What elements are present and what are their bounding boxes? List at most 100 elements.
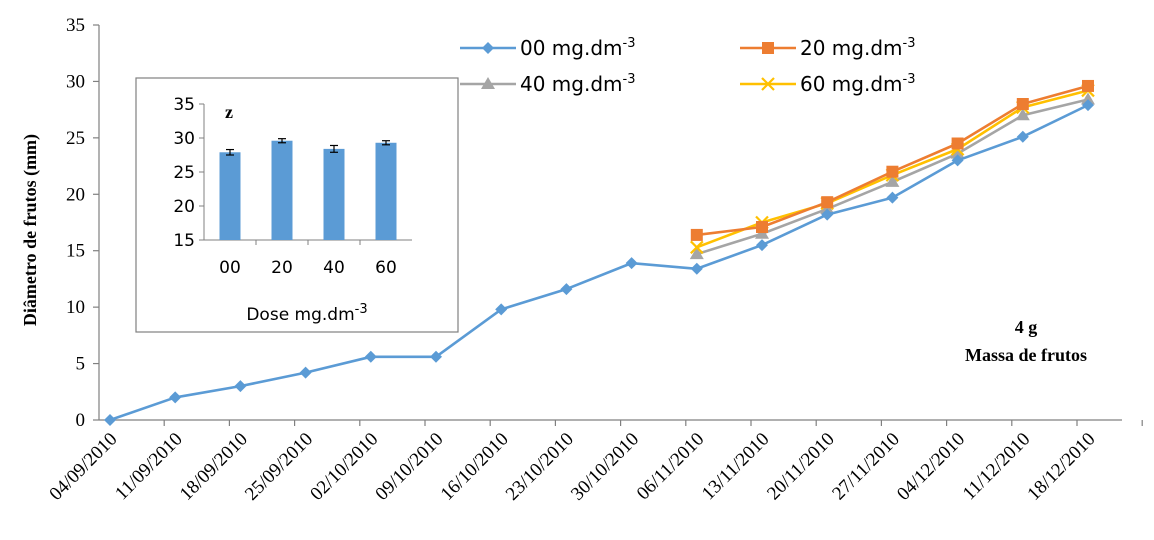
- inset-bar: [271, 140, 293, 240]
- inset-x-tick-label: 60: [375, 258, 397, 278]
- data-point: [689, 247, 704, 260]
- series-0: [104, 99, 1094, 426]
- inset-error-bar: [330, 144, 338, 153]
- x-tick-label: 23/10/2010: [502, 429, 578, 505]
- y-tick-label: 35: [66, 15, 85, 36]
- data-point: [756, 239, 768, 252]
- inset-x-axis-title-sup: -3: [355, 302, 368, 317]
- data-point: [1082, 79, 1094, 92]
- y-tick-label: 15: [66, 241, 85, 262]
- inset-y-tick-label: 20: [173, 197, 195, 217]
- data-point: [761, 77, 775, 91]
- legend-label-main: 60 mg.dm: [800, 72, 903, 96]
- data-point: [885, 174, 900, 187]
- y-tick-label: 30: [66, 71, 85, 92]
- inset-error-bar: [226, 148, 234, 156]
- inset-plot: 15 20 25 30 35 00 20 40 60: [173, 95, 412, 278]
- x-tick-label: 25/09/2010: [241, 429, 317, 505]
- data-point: [886, 191, 899, 204]
- y-tick-label: 20: [66, 184, 85, 205]
- data-point: [169, 391, 182, 404]
- inset-bar: [219, 152, 241, 240]
- data-point: [430, 350, 442, 363]
- y-tick-label: 0: [76, 410, 86, 431]
- x-tick-label: 30/10/2010: [567, 429, 643, 505]
- inset-x-tick-label: 00: [219, 258, 241, 278]
- inset-error-bar: [278, 138, 286, 144]
- x-tick-label: 11/12/2010: [959, 429, 1035, 505]
- legend-label-sup: -3: [623, 72, 636, 87]
- legend-item-2: 40 mg.dm-3: [460, 72, 636, 96]
- legend-label-sup: -3: [903, 36, 916, 51]
- data-point: [481, 77, 495, 89]
- data-point: [1082, 99, 1094, 112]
- data-point: [756, 221, 768, 234]
- x-tick-label: 13/11/2010: [698, 429, 774, 505]
- data-point: [821, 208, 834, 221]
- inset-y-tick-label: 35: [173, 95, 195, 115]
- series-2: [689, 92, 1095, 260]
- y-axis-label: Diâmetro de frutos (mm): [20, 134, 41, 326]
- data-point: [560, 283, 573, 296]
- data-point: [690, 240, 704, 255]
- legend-label-sup: -3: [623, 36, 636, 51]
- inset-x-axis-title-main: Dose mg.dm: [246, 305, 354, 325]
- x-tick-label: 09/10/2010: [371, 429, 447, 505]
- inset-x-tick-label: 20: [271, 258, 293, 278]
- legend-item-3: 60 mg.dm-3: [740, 72, 916, 96]
- data-point: [1016, 98, 1029, 110]
- inset-error-bar: [382, 140, 390, 146]
- data-point: [950, 146, 965, 159]
- x-tick-label: 04/12/2010: [893, 429, 969, 505]
- annotation-line1: 4 g: [1015, 317, 1038, 337]
- annotation: 4 g Massa de frutos: [965, 317, 1087, 365]
- inset-y-tick-label: 25: [173, 163, 195, 183]
- data-point: [1081, 92, 1095, 105]
- legend-label-main: 00 mg.dm: [520, 36, 623, 60]
- y-tick-label: 10: [66, 297, 85, 318]
- legend: 00 mg.dm-3 20 mg.dm-340 mg.dm-3 60 mg.dm-3: [460, 36, 916, 96]
- data-point: [495, 303, 508, 316]
- inset-y-tick-label: 30: [173, 129, 195, 149]
- legend-label-main: 20 mg.dm: [800, 36, 903, 60]
- inset-y-tick-label: 15: [173, 231, 195, 251]
- data-point-stroke: [761, 77, 775, 91]
- series-1: [690, 79, 1094, 241]
- x-tick-label: 11/09/2010: [111, 429, 187, 505]
- legend-label: 20 mg.dm-3: [800, 36, 916, 60]
- data-point: [234, 380, 247, 393]
- y-axis-title: Diâmetro de frutos (mm): [20, 134, 41, 326]
- data-point: [1015, 108, 1030, 121]
- data-point-stroke: [690, 240, 704, 255]
- legend-label: 40 mg.dm-3: [520, 72, 636, 96]
- x-tick-label: 16/10/2010: [437, 429, 513, 505]
- data-point: [625, 257, 638, 270]
- data-point: [690, 228, 703, 241]
- x-tick-label: 02/10/2010: [306, 429, 382, 505]
- inset-chart: z 15 20 25 30 35 00 20 40 60 Dose mg.dm-3: [135, 77, 459, 333]
- legend-label-sup: -3: [903, 72, 916, 87]
- inset-x-tick-label: 40: [323, 258, 345, 278]
- data-point: [364, 350, 377, 363]
- x-tick-label: 04/09/2010: [45, 429, 121, 505]
- legend-item-0: 00 mg.dm-3: [460, 36, 636, 60]
- data-point: [951, 137, 964, 150]
- data-point: [821, 196, 834, 209]
- x-tick-label: 18/12/2010: [1023, 429, 1099, 505]
- inset-panel-label: z: [225, 102, 233, 122]
- data-point: [104, 414, 116, 426]
- annotation-line2: Massa de frutos: [965, 345, 1087, 365]
- inset-x-axis-title: Dose mg.dm-3: [246, 302, 367, 325]
- series-line: [109, 103, 1089, 422]
- y-tick-label: 25: [66, 128, 85, 149]
- x-tick-label: 20/11/2010: [763, 429, 839, 505]
- data-point: [690, 262, 703, 275]
- data-point: [886, 165, 899, 178]
- data-point: [951, 154, 964, 167]
- legend-item-1: 20 mg.dm-3: [740, 36, 916, 60]
- data-point: [762, 42, 774, 54]
- x-tick-label: 06/11/2010: [633, 429, 709, 505]
- inset-frame: [135, 77, 459, 333]
- data-point: [299, 366, 312, 379]
